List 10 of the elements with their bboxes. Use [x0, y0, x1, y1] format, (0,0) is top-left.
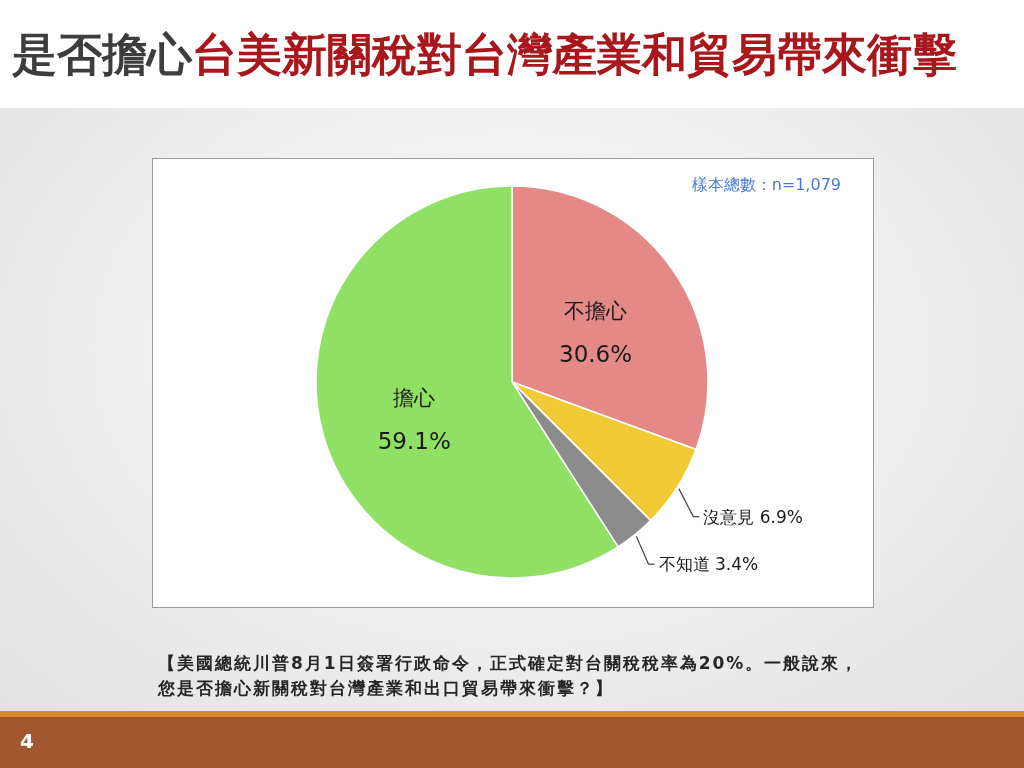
slice-label: 不知道 3.4%	[658, 554, 759, 575]
slice-label: 不擔心	[564, 298, 628, 323]
slice-label: 擔心	[393, 385, 436, 410]
slice-label: 沒意見 6.9%	[703, 506, 803, 527]
text: 【美國總統川普8月1日簽署行政命令，正式確定對台關稅稅率為20%。一般說來，您是否擔心新關稅對台灣產業和出口貿易帶來衝擊？】	[158, 652, 861, 700]
data-label: 59.1%	[377, 427, 451, 454]
text: 樣本總數：n=1,079	[691, 175, 841, 196]
text: 4	[20, 729, 34, 753]
data-label: 30.6%	[559, 340, 633, 367]
chart-title: 是否擔心台美新關稅對台灣產業和貿易帶來衝擊	[12, 28, 957, 81]
